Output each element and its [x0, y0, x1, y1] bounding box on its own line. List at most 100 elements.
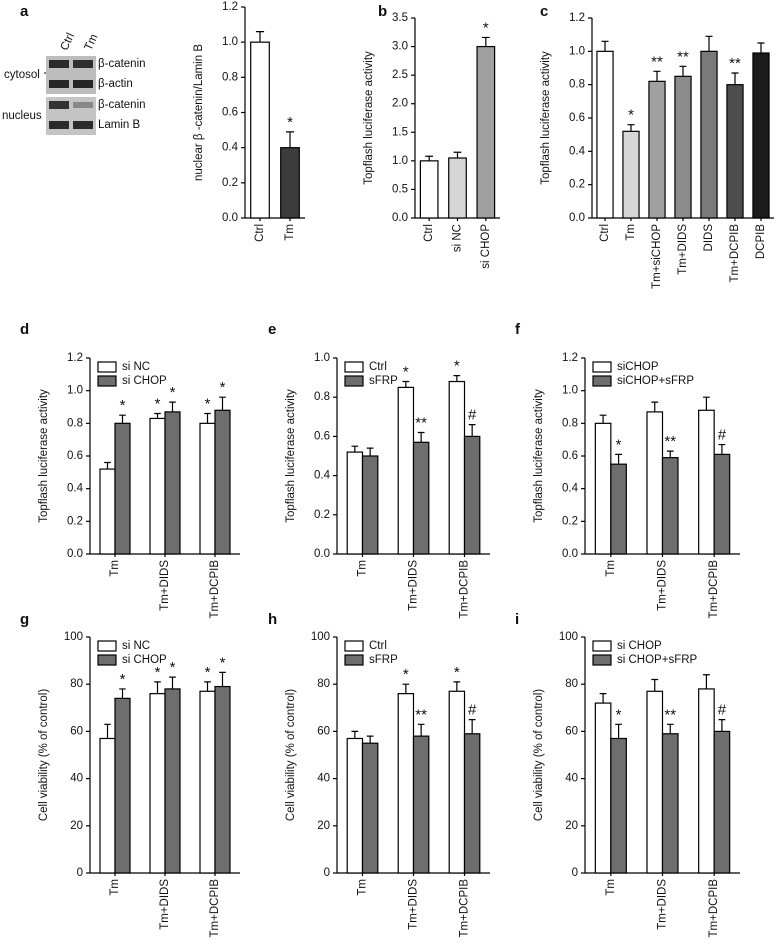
error-bar [599, 414, 607, 424]
legend-label: Ctrl [369, 640, 387, 652]
significance-label: * [170, 384, 176, 401]
band [49, 121, 69, 129]
y-tick-label: 3.0 [392, 41, 408, 53]
y-tick-label: 0.0 [222, 212, 238, 224]
error-bar [154, 412, 161, 419]
x-tick-label: Tm [357, 879, 369, 896]
panel-label: h [268, 611, 277, 628]
bar [412, 441, 430, 555]
y-tick-label: 60 [70, 725, 83, 737]
significance-label: * [155, 396, 161, 413]
error-bar [255, 31, 265, 43]
y-axis-label: Topflash luciferase activity [540, 51, 552, 185]
y-axis-label: Topflash luciferase activity [285, 389, 297, 523]
legend-swatch [592, 375, 612, 387]
y-tick-label: 0.4 [569, 145, 586, 157]
bar [164, 688, 181, 874]
y-tick-label: 0.0 [392, 212, 408, 224]
y-tick-label: 2.5 [392, 69, 408, 81]
x-tick-label: Tm+DCPIB [209, 879, 221, 938]
y-tick-label: 0.2 [569, 179, 585, 191]
legend-swatch [97, 654, 117, 666]
y-axis-label: nuclear β -catenin/Lamin B [193, 44, 205, 181]
band [49, 80, 69, 88]
significance-label: ** [729, 55, 741, 72]
x-tick-label: Tm [357, 560, 369, 577]
y-tick-label: 0.8 [222, 71, 238, 83]
y-tick-label: 0.2 [562, 515, 578, 527]
y-tick-label: 0.0 [67, 548, 83, 560]
significance-label: * [205, 396, 211, 413]
significance-label: * [220, 379, 226, 396]
band [49, 60, 69, 68]
error-bar [204, 681, 211, 692]
y-tick-label: 1.0 [562, 385, 578, 397]
y-tick-label: 100 [559, 631, 578, 643]
error-bar [402, 683, 410, 694]
y-tick-label: 0.2 [222, 177, 238, 189]
error-bar [731, 72, 739, 85]
band-label: Lamin B [98, 119, 141, 131]
bar [346, 451, 364, 555]
y-tick-label: 1.2 [222, 1, 238, 13]
error-bar [599, 693, 607, 704]
bar [646, 411, 664, 555]
y-tick-label: 0.8 [562, 417, 578, 429]
bar [448, 157, 467, 219]
error-bar [627, 124, 635, 132]
bar [397, 693, 415, 874]
x-tick-label: Ctrl [423, 224, 435, 242]
bar [361, 742, 379, 874]
y-tick-label: 0.0 [562, 548, 578, 560]
x-tick-label: Tm [605, 879, 617, 896]
error-bar [453, 375, 461, 382]
significance-label: * [220, 654, 226, 671]
legend-swatch [97, 640, 117, 652]
bar [698, 688, 715, 874]
bar [648, 80, 666, 219]
error-bar [601, 40, 609, 52]
significance-label: * [205, 664, 211, 681]
legend-swatch [344, 375, 364, 387]
y-tick-label: 0.8 [67, 417, 83, 429]
bar [661, 733, 679, 874]
y-tick-label: 1.0 [392, 155, 408, 167]
bar [361, 455, 379, 555]
panel-label: c [540, 3, 548, 20]
legend-label: si CHOP+sFRP [617, 654, 698, 666]
y-tick-label: 80 [317, 678, 330, 690]
significance-label: * [403, 363, 409, 380]
y-tick-label: 40 [317, 773, 330, 785]
significance-label: ** [415, 414, 427, 431]
bar [214, 685, 231, 874]
significance-label: * [454, 664, 460, 681]
significance-label: * [628, 107, 634, 124]
lane-label: Tm [83, 32, 101, 52]
x-tick-label: si CHOP [480, 224, 492, 269]
significance-label: # [718, 702, 727, 719]
bar [752, 52, 770, 219]
x-tick-label: Ctrl [254, 224, 266, 242]
fraction-label: cytosol [4, 69, 40, 81]
panel-label: b [378, 3, 387, 20]
x-tick-label: Tm+DIDS [408, 560, 420, 611]
y-axis-label: Topflash luciferase activity [363, 51, 375, 185]
bar [594, 422, 612, 555]
bar [99, 468, 116, 555]
significance-label: * [616, 706, 622, 723]
legend-label: siCHOP [617, 361, 659, 373]
significance-label: ** [664, 706, 676, 723]
error-bar [468, 424, 476, 437]
y-tick-label: 0.4 [562, 483, 579, 495]
y-tick-label: 3.5 [392, 12, 408, 24]
panel-label: f [515, 321, 521, 338]
x-tick-label: Tm+DCPIB [729, 224, 741, 283]
significance-label: ** [677, 48, 689, 65]
x-tick-label: Tm [625, 224, 637, 241]
bar [622, 130, 640, 219]
y-tick-label: 2.0 [392, 98, 408, 110]
y-tick-label: 40 [565, 773, 578, 785]
legend-swatch [97, 375, 117, 387]
error-bar [757, 42, 765, 53]
bar [397, 386, 415, 555]
